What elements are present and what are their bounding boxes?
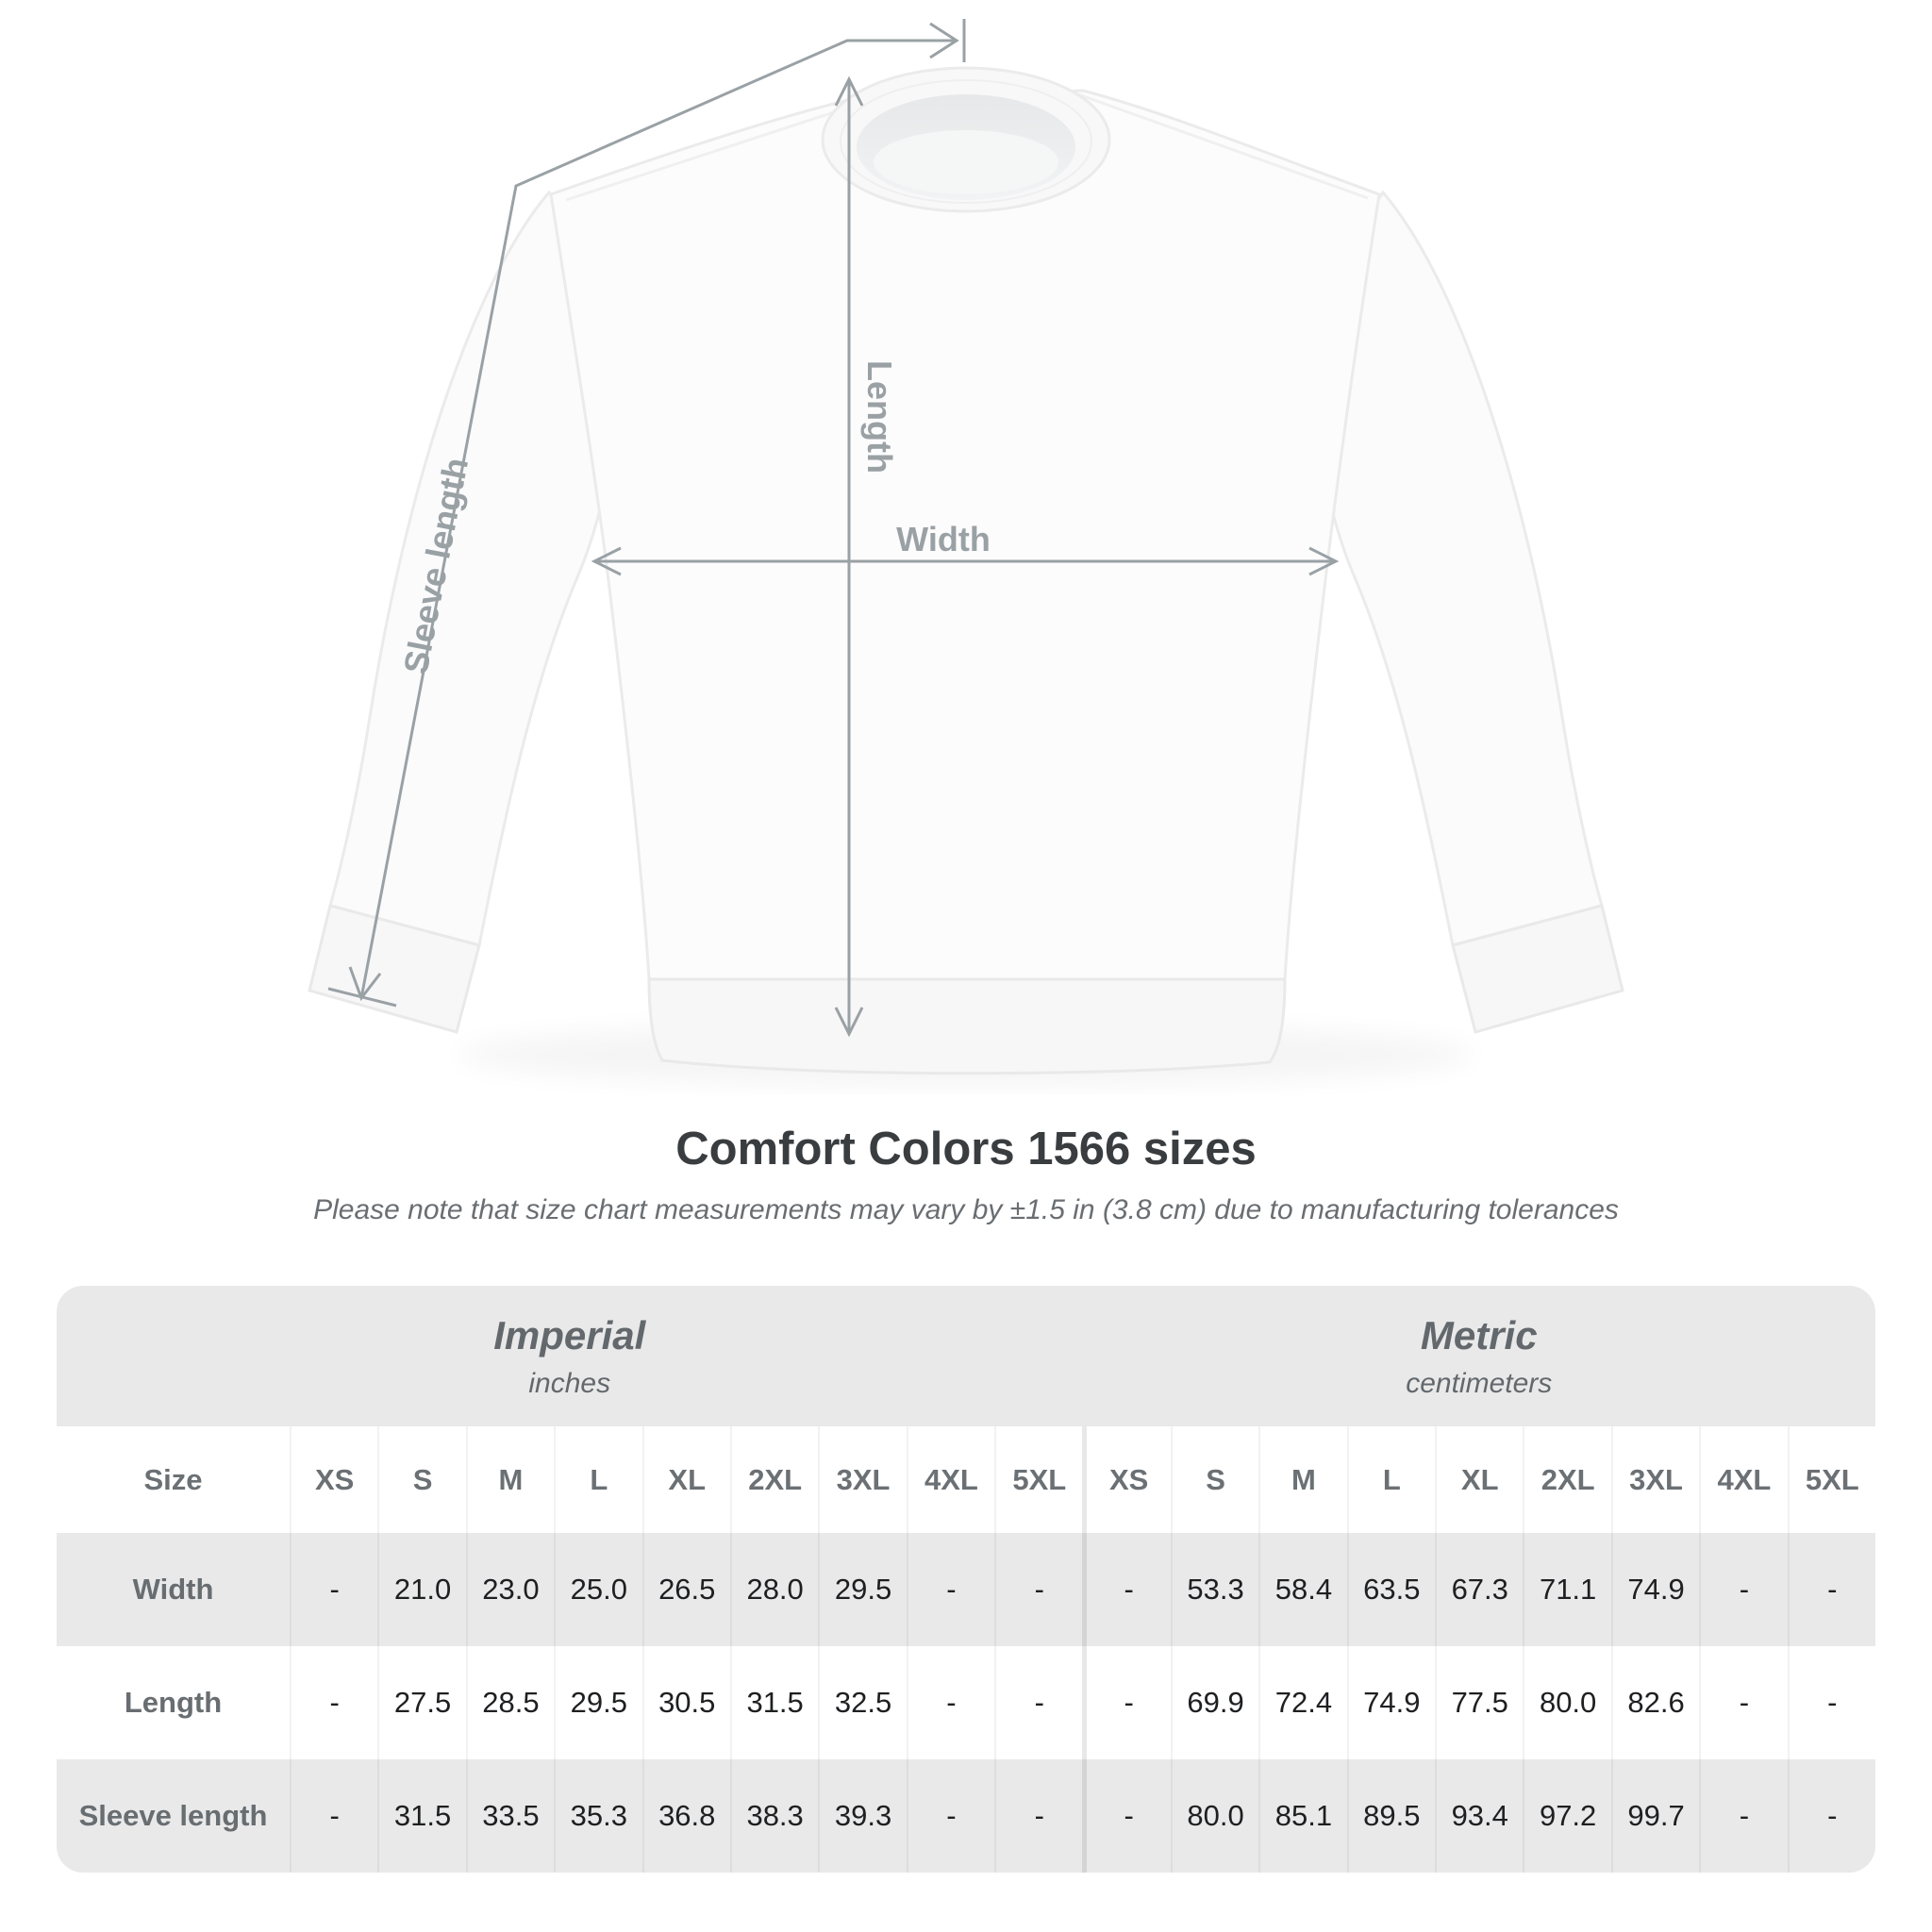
size-value-cell: 26.5 <box>641 1533 730 1646</box>
size-header-cell: M <box>1258 1426 1347 1533</box>
size-value-cell: - <box>1699 1646 1788 1759</box>
size-value-cell: 58.4 <box>1258 1533 1347 1646</box>
size-value-cell: 23.0 <box>465 1533 555 1646</box>
size-value-cell: 80.0 <box>1523 1646 1611 1759</box>
size-value-cell: - <box>1787 1533 1875 1646</box>
size-header-cell: 5XL <box>994 1426 1083 1533</box>
size-value-cell: 77.5 <box>1435 1646 1524 1759</box>
size-value-cell: - <box>906 1533 995 1646</box>
size-value-cell: 21.0 <box>377 1533 466 1646</box>
length-label: Length <box>860 360 899 474</box>
size-header-cell: M <box>465 1426 555 1533</box>
size-value-cell: - <box>1699 1533 1788 1646</box>
width-arrow <box>591 546 1340 576</box>
size-value-cell: 71.1 <box>1523 1533 1611 1646</box>
sleeve-length-arrow <box>327 19 966 1008</box>
size-header-cell: XL <box>641 1426 730 1533</box>
size-value-cell: - <box>290 1533 378 1646</box>
size-value-cell: 38.3 <box>729 1759 819 1873</box>
size-value-cell: 63.5 <box>1346 1533 1436 1646</box>
unit-group-label: Imperial <box>493 1312 646 1357</box>
unit-group-sublabel: centimeters <box>1406 1367 1553 1399</box>
unit-group-label: Metric <box>1420 1312 1538 1357</box>
size-value-cell: 25.0 <box>554 1533 642 1646</box>
size-value-cell: - <box>1082 1646 1171 1759</box>
size-value-cell: 31.5 <box>377 1759 466 1873</box>
size-header-cell: 5XL <box>1787 1426 1875 1533</box>
size-value-cell: - <box>906 1759 995 1873</box>
size-value-cell: 33.5 <box>465 1759 555 1873</box>
size-value-cell: 80.0 <box>1170 1759 1259 1873</box>
size-header-cell: 3XL <box>818 1426 907 1533</box>
size-header-cell: 2XL <box>729 1426 819 1533</box>
page-title: Comfort Colors 1566 sizes <box>675 1124 1257 1174</box>
size-value-cell: 28.5 <box>465 1646 555 1759</box>
size-header-cell: 2XL <box>1523 1426 1611 1533</box>
size-header-cell: L <box>554 1426 642 1533</box>
size-value-cell: - <box>1082 1759 1171 1873</box>
heading-block: Comfort Colors 1566 sizes Please note th… <box>0 1121 1932 1230</box>
size-header-cell: 4XL <box>906 1426 995 1533</box>
size-header-cell: L <box>1346 1426 1436 1533</box>
size-value-cell: 67.3 <box>1435 1533 1524 1646</box>
size-value-cell: 85.1 <box>1258 1759 1347 1873</box>
size-value-cell: 82.6 <box>1610 1646 1700 1759</box>
measurement-row-label: Sleeve length <box>57 1759 290 1873</box>
size-value-cell: - <box>290 1646 378 1759</box>
size-chart-table: Imperial inches Metric centimeters Size … <box>57 1286 1875 1873</box>
size-value-cell: 35.3 <box>554 1759 642 1873</box>
size-value-cell: - <box>1787 1646 1875 1759</box>
size-value-cell: 27.5 <box>377 1646 466 1759</box>
size-value-cell: - <box>906 1646 995 1759</box>
sweatshirt-hem <box>647 977 1287 1075</box>
size-header-cell: S <box>1170 1426 1259 1533</box>
shoulder-seams <box>565 92 1369 202</box>
size-value-cell: - <box>290 1759 378 1873</box>
tolerance-note: Please note that size chart measurements… <box>313 1194 1619 1225</box>
size-value-cell: - <box>1787 1759 1875 1873</box>
size-value-cell: - <box>994 1646 1083 1759</box>
size-value-cell: - <box>994 1533 1083 1646</box>
size-value-cell: - <box>1699 1759 1788 1873</box>
size-value-cell: 29.5 <box>818 1533 907 1646</box>
sweatshirt-illustration: Length Width Sleeve length <box>308 19 1624 1087</box>
size-value-cell: 93.4 <box>1435 1759 1524 1873</box>
size-value-cell: 74.9 <box>1610 1533 1700 1646</box>
measurement-annotations <box>327 19 1340 1038</box>
size-value-cell: 97.2 <box>1523 1759 1611 1873</box>
size-value-cell: 69.9 <box>1170 1646 1259 1759</box>
size-value-cell: 30.5 <box>641 1646 730 1759</box>
size-value-cell: - <box>1082 1533 1171 1646</box>
size-value-cell: 74.9 <box>1346 1646 1436 1759</box>
size-value-cell: 32.5 <box>818 1646 907 1759</box>
size-value-cell: 53.3 <box>1170 1533 1259 1646</box>
size-value-cell: 72.4 <box>1258 1646 1347 1759</box>
sweatshirt-cuffs <box>308 904 1624 1034</box>
width-label: Width <box>896 520 991 558</box>
size-value-cell: 89.5 <box>1346 1759 1436 1873</box>
measurement-row-label: Width <box>57 1533 290 1646</box>
size-value-cell: 99.7 <box>1610 1759 1700 1873</box>
length-arrow <box>834 75 864 1038</box>
size-header-cell: XS <box>1082 1426 1171 1533</box>
sweatshirt-collar <box>821 66 1111 213</box>
size-header-cell: S <box>377 1426 466 1533</box>
size-value-cell: 29.5 <box>554 1646 642 1759</box>
unit-group-sublabel: inches <box>528 1367 611 1399</box>
size-header-cell: 3XL <box>1610 1426 1700 1533</box>
size-value-cell: 31.5 <box>729 1646 819 1759</box>
size-header-cell: XL <box>1435 1426 1524 1533</box>
unit-group-imperial: Imperial inches <box>57 1286 1083 1426</box>
size-col-header: Size <box>57 1426 290 1533</box>
sweatshirt-body <box>549 89 1381 981</box>
size-value-cell: 36.8 <box>641 1759 730 1873</box>
size-header-cell: XS <box>290 1426 378 1533</box>
size-header-cell: 4XL <box>1699 1426 1788 1533</box>
unit-group-metric: Metric centimeters <box>1082 1286 1875 1426</box>
size-value-cell: - <box>994 1759 1083 1873</box>
measurement-row-label: Length <box>57 1646 290 1759</box>
size-value-cell: 39.3 <box>818 1759 907 1873</box>
size-value-cell: 28.0 <box>729 1533 819 1646</box>
